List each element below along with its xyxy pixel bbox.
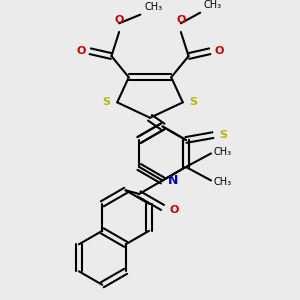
Text: N: N: [168, 174, 179, 187]
Text: CH₃: CH₃: [214, 177, 232, 188]
Text: CH₃: CH₃: [144, 2, 162, 12]
Text: O: O: [76, 46, 86, 56]
Text: S: S: [220, 130, 228, 140]
Text: O: O: [115, 15, 124, 25]
Text: S: S: [103, 98, 110, 107]
Text: S: S: [190, 98, 197, 107]
Text: O: O: [169, 205, 179, 215]
Text: CH₃: CH₃: [204, 0, 222, 10]
Text: O: O: [214, 46, 224, 56]
Text: CH₃: CH₃: [214, 146, 232, 157]
Text: O: O: [176, 15, 185, 25]
